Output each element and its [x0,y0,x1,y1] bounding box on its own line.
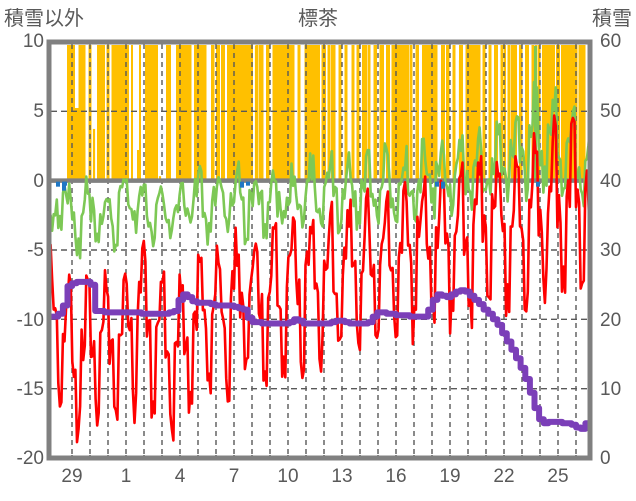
right-tick-2: 40 [600,171,622,192]
snowfall-markers [56,181,540,191]
x-tick-6: 16 [385,466,407,487]
x-tick-4: 10 [277,466,299,487]
left-axis-title: 積雪以外 [4,8,84,30]
chart-title: 標茶 [298,8,338,30]
series-snow-depth [49,278,590,432]
right-tick-5: 10 [600,379,622,400]
right-tick-4: 20 [600,310,622,331]
left-tick-4: -10 [16,310,44,331]
series-max-temp [49,80,590,260]
left-tick-1: 5 [33,101,44,122]
x-tick-1: 1 [120,466,132,487]
x-tick-5: 13 [331,466,353,487]
x-tick-0: 29 [61,466,83,487]
right-tick-3: 30 [600,240,622,261]
left-tick-3: -5 [27,240,44,261]
x-tick-2: 4 [174,466,186,487]
series-min-temp [49,114,590,444]
left-tick-0: 10 [22,31,44,52]
x-tick-7: 19 [439,466,461,487]
right-tick-6: 0 [600,448,611,469]
left-tick-2: 0 [33,171,44,192]
left-tick-6: -20 [16,448,44,469]
right-tick-0: 60 [600,31,622,52]
gridlines [51,44,588,456]
x-tick-3: 7 [228,466,240,487]
axis-ticks [71,455,577,459]
x-tick-9: 25 [547,466,569,487]
plot-frame [46,39,593,461]
x-tick-8: 22 [493,466,515,487]
right-tick-1: 50 [600,101,622,122]
right-axis-title: 積雪 [592,8,632,30]
left-tick-5: -15 [16,379,44,400]
precipitation-bars [67,45,586,181]
